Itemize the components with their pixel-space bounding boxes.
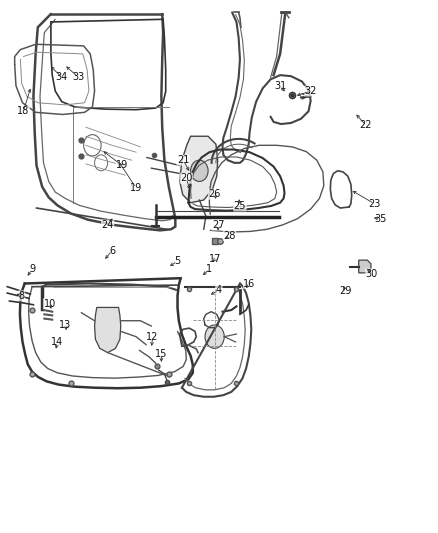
Polygon shape	[359, 260, 371, 273]
Text: 18: 18	[17, 106, 29, 116]
Text: 26: 26	[208, 189, 221, 199]
Text: 28: 28	[223, 231, 236, 241]
Text: 12: 12	[146, 332, 159, 342]
Text: 30: 30	[366, 269, 378, 279]
Text: 29: 29	[339, 286, 352, 296]
Text: 9: 9	[29, 264, 35, 274]
Text: 5: 5	[174, 256, 180, 266]
Polygon shape	[180, 136, 218, 203]
Circle shape	[191, 160, 208, 181]
Text: 16: 16	[244, 279, 256, 288]
Text: 25: 25	[234, 201, 246, 211]
Circle shape	[205, 325, 224, 349]
Polygon shape	[95, 308, 121, 353]
Text: 35: 35	[374, 214, 387, 224]
Text: 13: 13	[59, 320, 71, 330]
Text: 19: 19	[130, 183, 142, 193]
Text: 31: 31	[274, 81, 286, 91]
Text: 6: 6	[109, 246, 115, 255]
Text: 23: 23	[368, 199, 381, 209]
Text: 1: 1	[206, 264, 212, 274]
Text: 14: 14	[51, 337, 64, 347]
Text: 34: 34	[56, 72, 68, 82]
Text: 24: 24	[102, 220, 114, 230]
Text: 32: 32	[304, 86, 317, 96]
Text: 33: 33	[72, 72, 85, 82]
Text: 21: 21	[177, 155, 189, 165]
Text: 15: 15	[155, 349, 168, 359]
Text: 22: 22	[360, 120, 372, 130]
Text: 4: 4	[216, 286, 222, 295]
Text: 17: 17	[209, 254, 222, 263]
Text: 19: 19	[116, 160, 128, 171]
Text: 8: 8	[18, 290, 25, 301]
Text: 10: 10	[43, 298, 56, 309]
Text: 27: 27	[212, 220, 224, 230]
Text: 20: 20	[180, 173, 192, 183]
